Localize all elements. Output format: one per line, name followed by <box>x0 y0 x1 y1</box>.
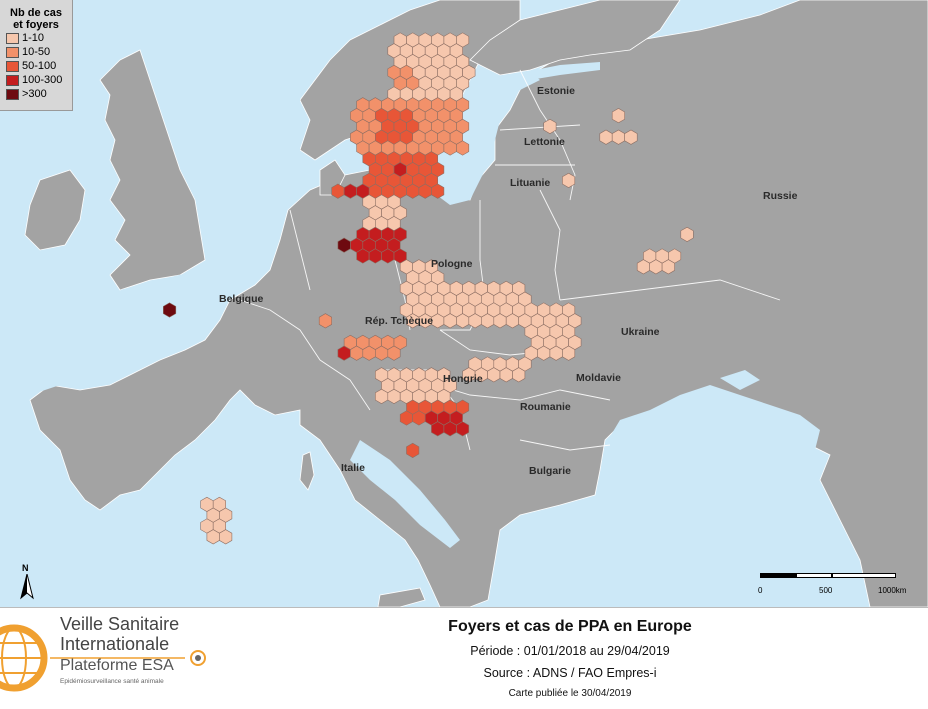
baltic-sea <box>430 72 540 205</box>
scale-label-0: 0 <box>758 586 763 595</box>
black-sea <box>608 385 820 470</box>
outbreak-hexagon <box>219 529 233 545</box>
label-russie: Russie <box>763 190 798 202</box>
outbreak-hexagon <box>462 64 476 80</box>
land-britain <box>99 49 206 291</box>
legend-label: 10-50 <box>22 46 51 58</box>
outbreak-hexagon <box>543 118 557 134</box>
scale-seg-2 <box>796 573 832 578</box>
legend-swatch <box>6 32 19 44</box>
legend-swatch <box>6 60 19 72</box>
outbreak-hexagon <box>318 313 333 329</box>
map-published: Carte publiée le 30/04/2019 <box>508 688 632 699</box>
outbreak-hexagon <box>661 259 675 275</box>
map-period: Période : 01/01/2018 au 29/04/2019 <box>470 644 670 658</box>
legend-title-line1: Nb de cas <box>10 7 62 19</box>
legend-title: Nb de cas et foyers <box>0 0 72 31</box>
legend-swatch <box>6 74 19 86</box>
label-tcheque: Rép. Tchèque <box>365 315 434 327</box>
logo-line2: Internationale <box>60 634 170 654</box>
gulf-finland <box>510 62 600 80</box>
legend-label: >300 <box>22 88 47 100</box>
label-bulgarie: Bulgarie <box>529 465 572 477</box>
north-label: N <box>22 563 29 573</box>
scale-label-1000: 1000km <box>878 586 907 595</box>
land-sicily <box>377 587 426 607</box>
outbreak-hexagons <box>163 32 694 545</box>
label-italie: Italie <box>341 462 365 474</box>
map-svg <box>0 0 928 607</box>
legend-title-line2: et foyers <box>13 19 59 31</box>
outbreak-hexagon <box>431 183 445 199</box>
channel <box>120 270 220 300</box>
outbreak-hexagon <box>337 237 351 253</box>
outbreak-hexagon <box>163 302 177 318</box>
bay-biscay <box>0 330 80 400</box>
outbreak-hexagon <box>624 129 638 145</box>
mediterranean <box>0 450 370 607</box>
land-finland <box>469 0 681 76</box>
legend-label: 1-10 <box>22 32 45 44</box>
legend-label: 50-100 <box>22 60 57 72</box>
logo-tagline: Epidémiosurveillance santé animale <box>60 678 164 685</box>
legend-label: 100-300 <box>22 74 63 86</box>
label-ukraine: Ukraine <box>621 326 660 338</box>
north-arrow-icon <box>20 574 34 600</box>
outbreak-hexagon <box>387 345 401 361</box>
label-belgique: Belgique <box>219 293 264 305</box>
legend-item: >300 <box>6 87 72 101</box>
globe-icon <box>0 624 48 692</box>
scale-bar: 0 500 1000km <box>752 570 912 600</box>
logo-platform: Plateforme ESA <box>60 657 174 674</box>
logo-underline <box>50 650 206 666</box>
outbreak-hexagon <box>512 367 526 383</box>
outbreak-hexagon <box>680 226 694 242</box>
label-estonie: Estonie <box>537 85 575 97</box>
legend-swatch <box>6 88 19 100</box>
outbreak-hexagon <box>456 421 470 437</box>
adriatic <box>350 440 460 548</box>
outbreak-hexagon <box>406 442 420 458</box>
label-hongrie: Hongrie <box>443 373 483 385</box>
label-moldavie: Moldavie <box>576 372 621 384</box>
map-source: Source : ADNS / FAO Empres-i <box>483 666 657 680</box>
outbreak-hexagon <box>611 108 626 124</box>
outbreak-hexagon <box>562 345 576 361</box>
legend-swatch <box>6 46 19 58</box>
label-roumanie: Roumanie <box>520 401 571 413</box>
map-title: Foyers et cas de PPA en Europe <box>448 618 692 635</box>
outbreak-hexagon <box>456 140 470 156</box>
label-lituanie: Lituanie <box>510 177 551 189</box>
logo-title: Veille Sanitaire Internationale <box>60 614 179 654</box>
scale-seg-1 <box>760 573 796 578</box>
north-sea <box>195 40 300 270</box>
label-pologne: Pologne <box>431 258 473 270</box>
north-arrow: N <box>16 563 38 601</box>
scale-seg-3 <box>832 573 896 578</box>
legend-rows: 1-10 10-50 50-100 100-300 >300 <box>0 31 72 101</box>
map-area[interactable]: Nb de cas et foyers 1-10 10-50 50-100 100-3… <box>0 0 928 607</box>
label-lettonie: Lettonie <box>524 136 565 148</box>
legend-item: 1-10 <box>6 31 72 45</box>
land-corsica <box>299 451 315 491</box>
legend: Nb de cas et foyers 1-10 10-50 50-100 100-3… <box>0 0 73 111</box>
legend-item: 100-300 <box>6 73 72 87</box>
azov-sea <box>720 370 760 390</box>
seas <box>0 40 820 607</box>
aegean <box>495 520 580 607</box>
land-ireland <box>24 169 86 251</box>
outbreak-hexagon <box>562 172 576 188</box>
legend-item: 50-100 <box>6 59 72 73</box>
footer: Veille Sanitaire Internationale Platefor… <box>0 607 928 709</box>
scale-label-500: 500 <box>819 586 833 595</box>
legend-item: 10-50 <box>6 45 72 59</box>
logo-line1: Veille Sanitaire <box>60 614 180 634</box>
